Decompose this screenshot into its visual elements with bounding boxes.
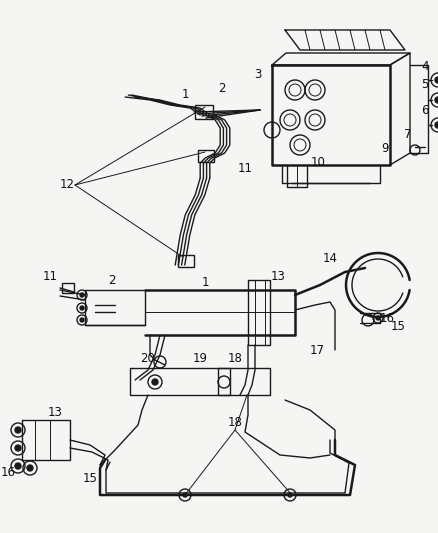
Circle shape [435, 77, 438, 83]
Text: 1: 1 [181, 88, 189, 101]
Text: 20: 20 [141, 351, 155, 365]
Text: 13: 13 [271, 271, 286, 284]
Text: 14: 14 [322, 252, 338, 264]
Text: 10: 10 [311, 156, 325, 168]
Circle shape [376, 316, 380, 320]
Text: 5: 5 [421, 78, 429, 92]
Bar [178, 255, 194, 267]
Text: 7: 7 [404, 128, 412, 141]
Text: 16: 16 [379, 311, 395, 325]
Circle shape [80, 306, 84, 310]
Bar [195, 105, 213, 119]
Circle shape [27, 465, 33, 471]
Circle shape [15, 463, 21, 469]
Circle shape [435, 122, 438, 128]
Circle shape [80, 318, 84, 322]
Circle shape [435, 97, 438, 103]
Circle shape [15, 445, 21, 451]
Circle shape [15, 427, 21, 433]
Text: 12: 12 [60, 179, 74, 191]
Text: 11: 11 [237, 161, 252, 174]
Text: 19: 19 [192, 351, 208, 365]
Bar [198, 150, 214, 162]
Text: 18: 18 [228, 416, 243, 429]
Text: 13: 13 [48, 406, 63, 418]
Bar [62, 283, 74, 293]
Text: 4: 4 [421, 61, 429, 74]
Text: 2: 2 [218, 82, 226, 94]
Text: 17: 17 [310, 343, 325, 357]
Circle shape [288, 493, 292, 497]
Text: 6: 6 [421, 103, 429, 117]
Circle shape [80, 293, 84, 297]
Text: 3: 3 [254, 69, 261, 82]
Circle shape [152, 379, 158, 385]
Circle shape [183, 493, 187, 497]
Text: 9: 9 [381, 141, 389, 155]
Text: 16: 16 [0, 465, 15, 479]
Text: 1: 1 [201, 277, 209, 289]
Text: 11: 11 [42, 271, 57, 284]
Text: 2: 2 [108, 273, 116, 287]
Text: 18: 18 [228, 351, 243, 365]
Text: 15: 15 [82, 472, 97, 484]
Text: 15: 15 [391, 319, 406, 333]
